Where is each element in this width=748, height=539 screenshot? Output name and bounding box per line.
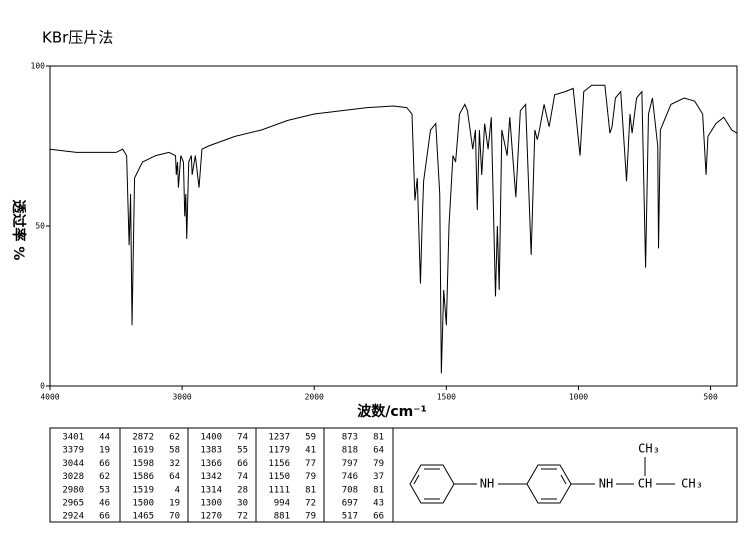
peak-transmittance: 66	[373, 512, 384, 522]
benzene-ring	[526, 464, 572, 504]
plot-frame	[49, 65, 738, 387]
double-bond	[413, 474, 420, 485]
peak-transmittance: 66	[237, 459, 248, 469]
peak-wavenumber: 1500	[132, 499, 154, 509]
y-axis-label: 透过率 %	[10, 200, 27, 261]
atom-label: CH	[638, 477, 652, 491]
peak-transmittance: 43	[373, 499, 384, 509]
peak-wavenumber: 517	[342, 512, 358, 522]
peak-wavenumber: 1150	[268, 472, 290, 482]
peak-transmittance: 53	[99, 485, 110, 495]
peak-wavenumber: 1342	[200, 472, 222, 482]
peak-wavenumber: 746	[342, 472, 358, 482]
peak-wavenumber: 1111	[268, 485, 290, 495]
peak-transmittance: 37	[373, 472, 384, 482]
peak-transmittance: 44	[99, 433, 110, 443]
atom-label: CH₃	[638, 442, 660, 456]
x-tick-label: 3000	[172, 393, 191, 402]
peak-wavenumber: 1237	[268, 433, 290, 443]
peak-transmittance: 72	[237, 512, 248, 522]
peak-transmittance: 28	[237, 485, 248, 495]
double-bond	[560, 474, 567, 485]
peak-wavenumber: 818	[342, 446, 358, 456]
peak-wavenumber: 1519	[132, 485, 154, 495]
x-tick-label: 1000	[569, 393, 588, 402]
peak-wavenumber: 1598	[132, 459, 154, 469]
peak-transmittance: 58	[169, 446, 180, 456]
peak-transmittance: 32	[169, 459, 180, 469]
spectrum-line	[49, 84, 738, 374]
peak-wavenumber: 1366	[200, 459, 222, 469]
peak-wavenumber: 1270	[200, 512, 222, 522]
peak-wavenumber: 1383	[200, 446, 222, 456]
structure: NH NH CH CH₃ CH₃	[409, 442, 703, 504]
y-tick-label: 0	[40, 382, 45, 391]
peak-transmittance: 81	[373, 485, 384, 495]
peak-transmittance: 66	[99, 459, 110, 469]
peak-transmittance: 64	[373, 446, 384, 456]
atom-label: NH	[599, 477, 613, 491]
peak-transmittance: 4	[175, 485, 180, 495]
peak-transmittance: 41	[305, 446, 316, 456]
peak-transmittance: 55	[237, 446, 248, 456]
peak-wavenumber: 994	[274, 499, 290, 509]
peak-wavenumber: 3044	[62, 459, 84, 469]
peak-transmittance: 62	[169, 433, 180, 443]
peak-wavenumber: 2965	[62, 499, 84, 509]
peak-transmittance: 72	[305, 499, 316, 509]
peak-transmittance: 74	[237, 472, 248, 482]
peak-wavenumber: 708	[342, 485, 358, 495]
peak-transmittance: 19	[169, 499, 180, 509]
peak-wavenumber: 1156	[268, 459, 290, 469]
x-tick-label: 1500	[437, 393, 456, 402]
peak-wavenumber: 697	[342, 499, 358, 509]
benzene-ring	[409, 464, 455, 504]
x-tick-label: 4000	[40, 393, 59, 402]
peak-transmittance: 46	[99, 499, 110, 509]
peak-transmittance: 79	[305, 512, 316, 522]
peak-wavenumber: 2924	[62, 512, 84, 522]
peak-table	[49, 427, 738, 523]
peak-wavenumber: 1300	[200, 499, 222, 509]
y-tick-label: 50	[35, 222, 45, 231]
peak-wavenumber: 1179	[268, 446, 290, 456]
x-tick-label: 500	[703, 393, 718, 402]
peak-wavenumber: 1619	[132, 446, 154, 456]
peak-transmittance: 81	[305, 485, 316, 495]
peak-wavenumber: 3028	[62, 472, 84, 482]
peak-transmittance: 74	[237, 433, 248, 443]
peak-transmittance: 77	[305, 459, 316, 469]
peak-wavenumber: 3379	[62, 446, 84, 456]
peak-transmittance: 62	[99, 472, 110, 482]
peak-transmittance: 79	[373, 459, 384, 469]
peak-wavenumber: 881	[274, 512, 290, 522]
x-axis-label: 波数/cm⁻¹	[357, 403, 427, 420]
y-tick-label: 100	[31, 62, 46, 71]
atom-label: CH₃	[681, 477, 703, 491]
peak-wavenumber: 1586	[132, 472, 154, 482]
peak-wavenumber: 873	[342, 433, 358, 443]
peak-transmittance: 19	[99, 446, 110, 456]
peak-transmittance: 59	[305, 433, 316, 443]
peak-wavenumber: 1314	[200, 485, 222, 495]
peak-transmittance: 79	[305, 472, 316, 482]
peak-wavenumber: 797	[342, 459, 358, 469]
peak-wavenumber: 2980	[62, 485, 84, 495]
peak-transmittance: 70	[169, 512, 180, 522]
peak-wavenumber: 1465	[132, 512, 154, 522]
atom-label: NH	[480, 477, 494, 491]
peak-transmittance: 30	[237, 499, 248, 509]
peak-wavenumber: 1400	[200, 433, 222, 443]
peak-transmittance: 64	[169, 472, 180, 482]
chart-title: KBr压片法	[42, 29, 113, 47]
peak-wavenumber: 3401	[62, 433, 84, 443]
peak-transmittance: 81	[373, 433, 384, 443]
peak-transmittance: 66	[99, 512, 110, 522]
x-tick-label: 2000	[305, 393, 324, 402]
peak-wavenumber: 2872	[132, 433, 154, 443]
